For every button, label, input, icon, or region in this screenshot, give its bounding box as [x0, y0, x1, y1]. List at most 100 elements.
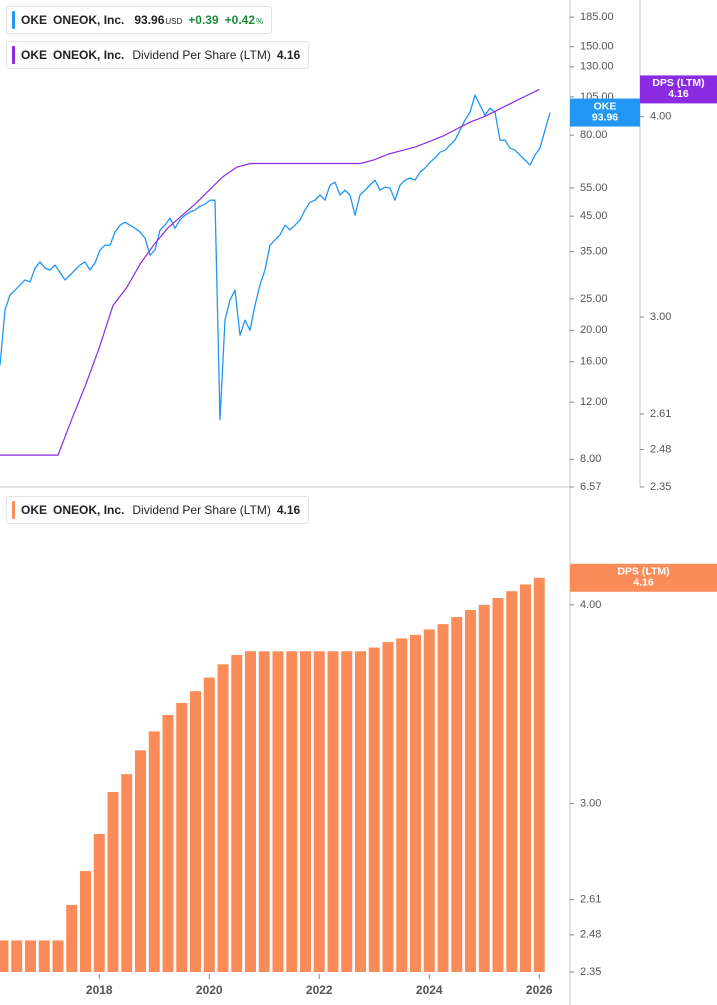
x-tick-label: 2022	[306, 983, 333, 997]
bar	[107, 792, 119, 972]
bar	[423, 629, 435, 972]
legend-value: 4.16	[276, 48, 301, 62]
flag-value: 4.16	[668, 88, 689, 100]
value-flag	[570, 98, 640, 127]
y-tick-label: 8.00	[580, 453, 601, 465]
bar	[300, 651, 311, 972]
legend-change-percent: +0.42	[224, 13, 256, 27]
bar	[203, 677, 215, 972]
bar	[327, 651, 339, 972]
y-tick-label: 45.00	[580, 210, 608, 222]
flag-value: 4.16	[633, 577, 654, 589]
bar	[52, 940, 64, 972]
bar	[11, 940, 23, 972]
bar	[533, 577, 545, 972]
y-tick-label: 4.00	[580, 599, 601, 611]
flag-label: DPS (LTM)	[617, 566, 669, 578]
legend-swatch	[12, 11, 15, 29]
bar	[520, 584, 531, 972]
y-tick-label: 185.00	[580, 11, 614, 23]
flag-label: DPS (LTM)	[652, 77, 704, 89]
bar	[368, 647, 380, 972]
legend-value: 93.96	[134, 13, 165, 27]
flag-value: 93.96	[592, 111, 618, 123]
bar	[382, 642, 394, 972]
bar	[258, 651, 270, 972]
legend-swatch	[12, 46, 15, 64]
legend-ticker: OKE	[21, 48, 48, 62]
y-tick-label: 2.35	[650, 481, 671, 493]
legend-percent-sign: %	[256, 17, 264, 26]
bar	[231, 654, 243, 972]
bar	[176, 702, 188, 972]
x-tick-label: 2024	[416, 983, 443, 997]
bar	[492, 597, 504, 972]
bar	[313, 651, 325, 972]
bar	[25, 940, 36, 972]
legend-swatch	[12, 501, 15, 519]
legend-metric: Dividend Per Share (LTM)	[132, 48, 271, 62]
bar	[410, 634, 421, 972]
legend-ticker: OKE	[21, 503, 48, 517]
bar	[437, 624, 449, 972]
bar	[245, 651, 256, 972]
legend-name: ONEOK, Inc.	[53, 503, 125, 517]
value-flag	[640, 75, 717, 104]
legend-dps: OKE ONEOK, Inc. Dividend Per Share (LTM)…	[6, 41, 310, 69]
y-tick-label: 12.00	[580, 396, 608, 408]
legend-price: OKE ONEOK, Inc. 93.96 USD +0.39 +0.42 %	[6, 6, 273, 34]
bar	[451, 617, 463, 972]
legend-value: 4.16	[276, 503, 301, 517]
x-tick-label: 2018	[86, 983, 113, 997]
bar	[0, 940, 9, 972]
y-tick-label: 3.00	[650, 311, 671, 323]
price-line	[0, 94, 551, 421]
y-tick-label: 20.00	[580, 324, 608, 336]
bar	[341, 651, 353, 972]
bar	[506, 591, 518, 972]
bar	[272, 651, 284, 972]
legend-bars: OKE ONEOK, Inc. Dividend Per Share (LTM)…	[6, 496, 310, 524]
legend-name: ONEOK, Inc.	[53, 48, 125, 62]
bar	[66, 904, 78, 972]
bar	[38, 940, 50, 972]
bar	[162, 715, 174, 972]
y-tick-label: 130.00	[580, 61, 614, 73]
bar	[80, 871, 91, 972]
y-tick-label: 16.00	[580, 356, 608, 368]
bar	[465, 610, 476, 972]
bar	[190, 691, 201, 972]
value-flag	[570, 563, 717, 592]
bar	[286, 651, 298, 972]
y-tick-label: 6.57	[580, 481, 601, 493]
y-tick-label: 2.61	[650, 408, 671, 420]
legend-ticker: OKE	[21, 13, 48, 27]
bar	[478, 604, 490, 972]
bar	[148, 731, 160, 972]
bar	[135, 750, 146, 972]
dps-line	[0, 88, 540, 456]
y-tick-label: 2.48	[650, 443, 671, 455]
y-tick-label: 80.00	[580, 129, 608, 141]
y-tick-label: 4.00	[650, 111, 671, 123]
x-tick-label: 2020	[196, 983, 223, 997]
bar	[396, 638, 408, 972]
y-tick-label: 3.00	[580, 797, 601, 809]
y-tick-label: 55.00	[580, 182, 608, 194]
bar	[121, 774, 133, 972]
y-tick-label: 35.00	[580, 245, 608, 257]
y-tick-label: 2.48	[580, 929, 601, 941]
legend-metric: Dividend Per Share (LTM)	[132, 503, 271, 517]
bar	[217, 664, 229, 972]
y-tick-label: 150.00	[580, 41, 614, 53]
legend-change: +0.39	[188, 13, 219, 27]
legend-name: ONEOK, Inc.	[53, 13, 125, 27]
flag-label: OKE	[594, 100, 617, 112]
bar	[93, 834, 105, 972]
y-tick-label: 2.61	[580, 893, 601, 905]
bar	[355, 651, 366, 972]
y-tick-label: 2.35	[580, 966, 601, 978]
legend-currency: USD	[165, 17, 183, 26]
